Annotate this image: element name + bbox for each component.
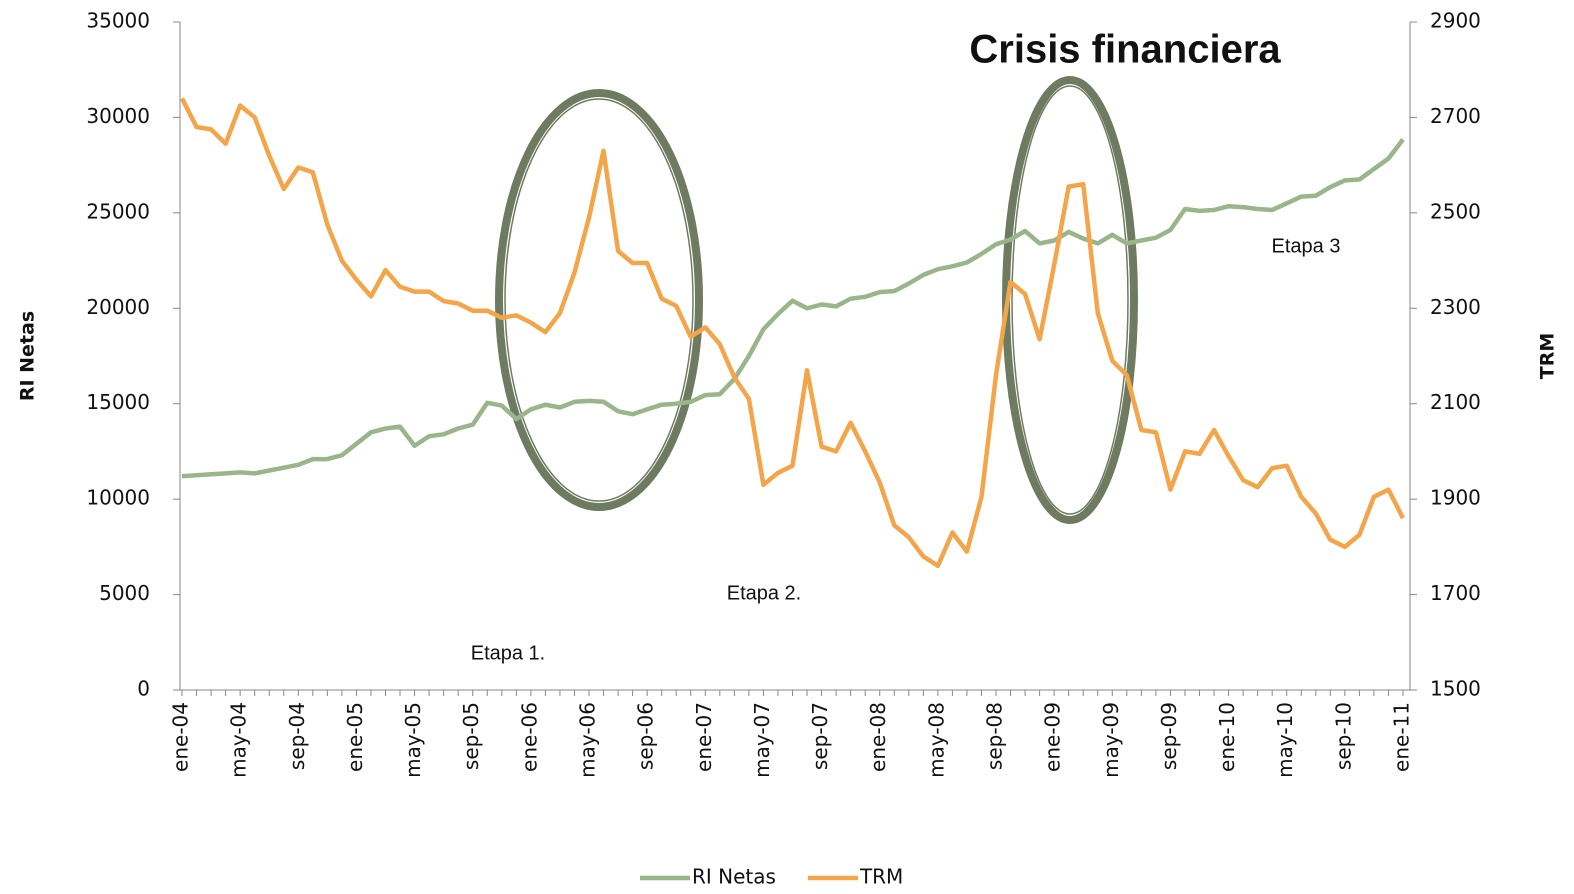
y2-tick-label: 1500: [1430, 677, 1481, 701]
annotation: Etapa 1.: [471, 642, 546, 664]
x-tick-label: sep-07: [808, 702, 832, 770]
y2-axis-title: TRM: [1537, 333, 1559, 380]
annotation: Etapa 2.: [727, 582, 802, 604]
y-tick-label: 20000: [86, 295, 150, 319]
y-axis-title: RI Netas: [17, 311, 39, 401]
x-tick-label: sep-08: [983, 702, 1007, 770]
legend-label: RI Netas: [692, 865, 776, 889]
x-tick-label: may-06: [576, 702, 600, 778]
series-line: [179, 97, 1406, 569]
highlight-ellipse: [1011, 85, 1129, 515]
x-tick-label: ene-08: [866, 702, 890, 772]
x-tick-label: sep-10: [1331, 702, 1355, 770]
x-tick-label: may-10: [1273, 702, 1297, 778]
y2-tick-label: 2500: [1430, 199, 1481, 223]
y2-tick-label: 1700: [1430, 581, 1481, 605]
y2-tick-label: 1900: [1430, 486, 1481, 510]
x-tick-label: ene-05: [343, 702, 367, 772]
y-tick-label: 0: [137, 677, 150, 701]
highlight-ellipse: [495, 89, 703, 511]
annotation: Etapa 3: [1272, 235, 1341, 257]
y-tick-label: 15000: [86, 390, 150, 414]
x-tick-label: may-08: [924, 702, 948, 778]
y2-tick-label: 2100: [1430, 390, 1481, 414]
x-tick-label: ene-10: [1215, 702, 1239, 772]
x-tick-label: sep-06: [634, 702, 658, 770]
x-tick-label: ene-07: [692, 702, 716, 772]
x-tick-label: ene-04: [169, 702, 193, 772]
series-line: [181, 138, 1405, 479]
y-tick-label: 35000: [86, 9, 150, 33]
x-tick-label: sep-04: [285, 702, 309, 770]
x-tick-label: ene-09: [1041, 702, 1065, 772]
chart-title: Crisis financiera: [969, 28, 1281, 72]
y2-tick-label: 2900: [1430, 9, 1481, 33]
x-tick-label: ene-11: [1390, 702, 1414, 772]
y2-tick-label: 2700: [1430, 104, 1481, 128]
highlight-ellipses: [495, 76, 1138, 524]
x-tick-label: sep-09: [1157, 702, 1181, 770]
x-tick-label: sep-05: [459, 702, 483, 770]
x-tick-label: may-05: [401, 702, 425, 778]
y-tick-label: 10000: [86, 486, 150, 510]
y-tick-label: 5000: [99, 581, 150, 605]
y-tick-label: 30000: [86, 104, 150, 128]
legend-label: TRM: [859, 865, 903, 889]
y2-tick-label: 2300: [1430, 295, 1481, 319]
x-tick-label: may-09: [1099, 702, 1123, 778]
highlight-ellipse: [504, 98, 694, 502]
x-tick-label: may-07: [750, 702, 774, 778]
x-tick-label: ene-06: [517, 702, 541, 772]
y-tick-label: 25000: [86, 199, 150, 223]
x-tick-label: may-04: [227, 702, 251, 778]
